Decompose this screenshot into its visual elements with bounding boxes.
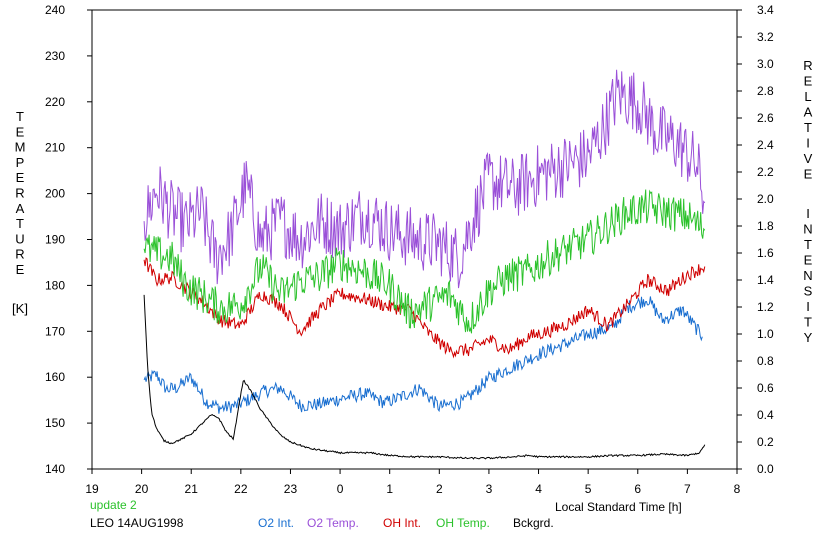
right-tick-label: 1.6 [757,246,774,260]
x-tick-label: 22 [234,482,248,496]
right-tick-label: 2.4 [757,138,774,152]
right-tick-label: 3.4 [757,3,774,17]
right-label-letter: E [804,253,813,268]
series-line-3 [143,189,706,334]
x-tick-label: 1 [386,482,393,496]
left-tick-label: 180 [45,278,65,292]
x-axis-ticks: 19 20 21 22 23 0 1 2 3 4 5 6 7 8 [85,469,741,496]
right-tick-label: 3.0 [757,57,774,71]
x-tick-label: 7 [684,482,691,496]
right-label-letter: I [806,206,810,221]
left-label-letter: M [15,140,26,155]
left-tick-label: 210 [45,141,65,155]
right-tick-label: 1.4 [757,273,774,287]
left-label-letter: T [16,216,24,231]
left-tick-label: 220 [45,95,65,109]
legend-bckgrd: Bckgrd. [513,516,554,530]
left-label-letter: A [16,201,25,216]
left-label-letter: E [16,262,25,277]
x-tick-label: 8 [734,482,741,496]
right-tick-label: 2.8 [757,84,774,98]
legend-o2-temp: O2 Temp. [307,516,359,530]
left-label-letter: R [15,186,24,201]
right-label-letter: E [804,74,813,89]
left-tick-label: 200 [45,187,65,201]
right-tick-label: 1.8 [757,219,774,233]
x-tick-label: 6 [634,482,641,496]
right-tick-label: 1.2 [757,300,774,314]
right-tick-label: 0.4 [757,408,774,422]
x-tick-label: 4 [535,482,542,496]
right-tick-label: 0.0 [757,462,774,476]
right-label-letter: S [804,284,813,299]
left-label-letter: U [15,231,24,246]
right-tick-label: 2.2 [757,165,774,179]
right-tick-label: 2.6 [757,111,774,125]
left-tick-label: 140 [45,462,65,476]
legend-o2-int: O2 Int. [258,516,294,530]
right-label-letter: I [806,136,810,151]
right-label-letter: E [804,167,813,182]
right-label-letter: Y [804,330,813,345]
station-date-annotation: LEO 14AUG1998 [90,516,184,530]
legend-oh-temp: OH Temp. [436,516,490,530]
right-tick-label: 0.8 [757,354,774,368]
left-label-letter: R [15,247,24,262]
left-tick-label: 170 [45,324,65,338]
left-tick-label: 150 [45,416,65,430]
x-tick-label: 3 [486,482,493,496]
right-label-letter: N [803,222,812,237]
series-line-0 [143,296,703,414]
x-tick-label: 20 [135,482,149,496]
right-label-letter: I [806,299,810,314]
right-tick-label: 0.6 [757,381,774,395]
x-tick-label: 21 [185,482,199,496]
right-tick-label: 3.2 [757,30,774,44]
right-label-letter: A [804,105,813,120]
plot-frame [91,9,738,470]
left-tick-label: 190 [45,233,65,247]
right-label-letter: T [804,120,812,135]
right-label-letter: L [804,89,811,104]
x-tick-label: 23 [284,482,298,496]
right-label-letter: N [803,268,812,283]
x-tick-label: 2 [436,482,443,496]
x-axis-label: Local Standard Time [h] [555,500,682,514]
series-layer [143,69,706,460]
left-label-letter: E [16,170,25,185]
right-label-letter: T [804,315,812,330]
left-label-letter: T [16,109,24,124]
left-label-letter: E [16,124,25,139]
series-line-2 [143,257,706,359]
right-label-letter: R [803,58,812,73]
right-axis-ticks: 0.0 0.2 0.4 0.6 0.8 1.0 1.2 1.4 1.6 1.8 2.0 2.2 2.4 2… [737,3,774,476]
right-tick-label: 1.0 [757,327,774,341]
x-tick-label: 0 [337,482,344,496]
left-axis-ticks: 140 150 160 170 180 190 200 210 220 230 240 [45,3,92,476]
left-axis-unit: [K] [12,301,28,316]
plot-border [91,9,738,470]
series-line-1 [143,69,706,289]
right-tick-label: 2.0 [757,192,774,206]
left-label-letter: P [16,155,25,170]
x-tick-label: 5 [585,482,592,496]
left-tick-label: 160 [45,370,65,384]
right-label-letter: T [804,237,812,252]
right-tick-label: 0.2 [757,435,774,449]
x-tick-label: 19 [85,482,99,496]
left-tick-label: 230 [45,49,65,63]
update-annotation: update 2 [90,498,137,512]
left-tick-label: 240 [45,3,65,17]
series-line-4 [143,294,706,460]
right-label-letter: V [804,151,813,166]
legend-oh-int: OH Int. [383,516,421,530]
